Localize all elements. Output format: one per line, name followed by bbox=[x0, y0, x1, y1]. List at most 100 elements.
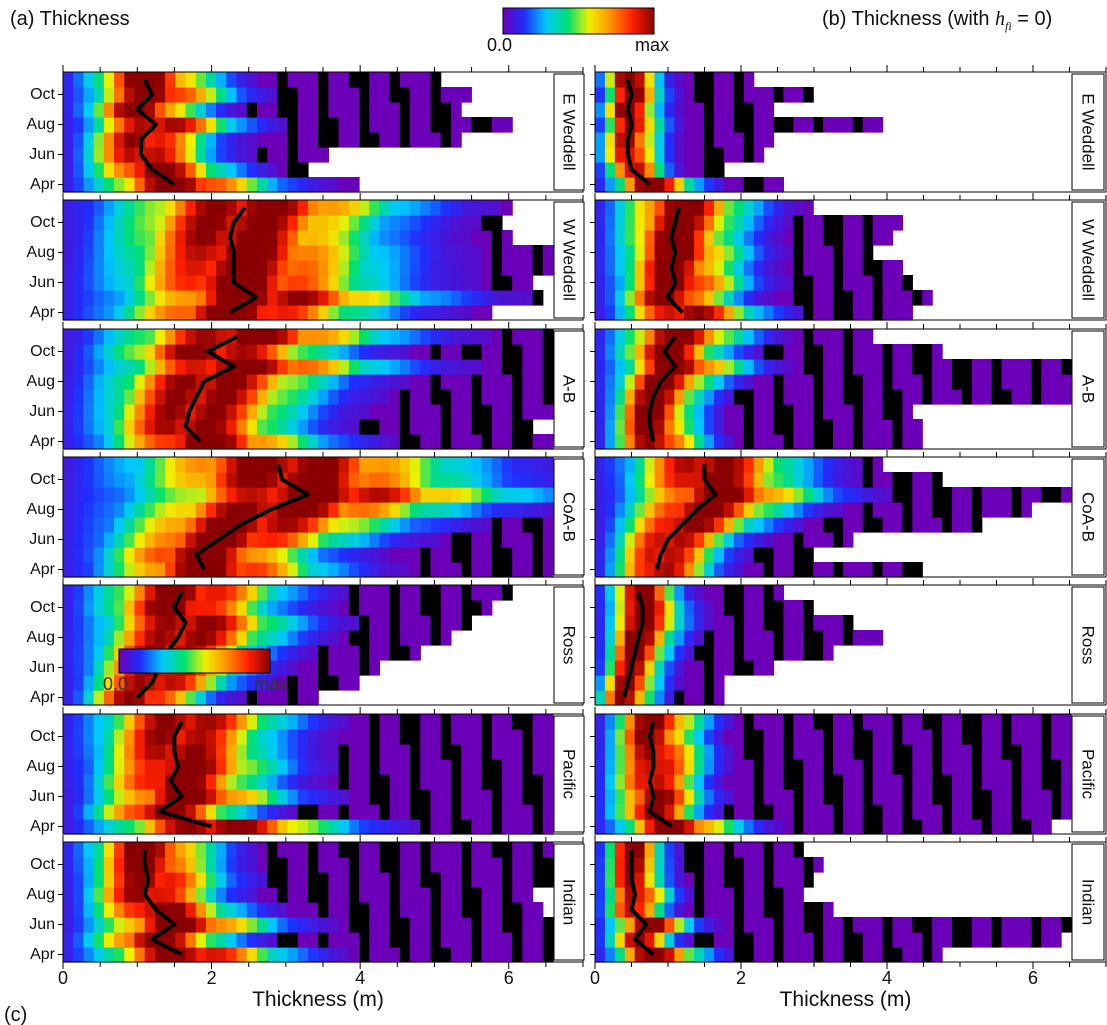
heatmap-cell bbox=[763, 872, 775, 888]
heatmap-cell bbox=[348, 472, 360, 488]
heatmap-cell bbox=[604, 72, 616, 88]
heatmap-cell bbox=[644, 200, 656, 216]
heatmap-cell bbox=[694, 547, 705, 563]
heatmap-cell bbox=[604, 547, 616, 563]
heatmap-cell bbox=[723, 947, 735, 963]
heatmap-cell bbox=[595, 630, 606, 646]
heatmap-cell bbox=[674, 457, 685, 473]
heatmap-cell bbox=[595, 290, 606, 306]
heatmap-cell bbox=[175, 434, 187, 450]
heatmap-cell bbox=[359, 630, 370, 646]
heatmap-cell bbox=[644, 887, 656, 903]
heatmap-cell bbox=[297, 744, 309, 760]
heatmap-cell bbox=[124, 434, 136, 450]
heatmap-cell bbox=[267, 245, 278, 261]
heatmap-cell bbox=[256, 517, 268, 533]
heatmap-cell bbox=[389, 245, 401, 261]
heatmap-cell bbox=[338, 72, 350, 88]
heatmap-cell bbox=[226, 774, 238, 790]
heatmap-cell bbox=[664, 275, 675, 291]
heatmap-cell bbox=[882, 260, 894, 276]
heatmap-cell bbox=[694, 615, 705, 631]
heatmap-cell bbox=[481, 804, 493, 820]
heatmap-cell bbox=[154, 290, 166, 306]
heatmap-cell bbox=[297, 329, 309, 345]
heatmap-cell bbox=[287, 72, 299, 88]
heatmap-cell bbox=[872, 260, 884, 276]
heatmap-cell bbox=[604, 947, 616, 963]
heatmap-cell bbox=[763, 819, 775, 835]
heatmap-cell bbox=[93, 344, 105, 360]
heatmap-cell bbox=[83, 87, 95, 103]
heatmap-cell bbox=[833, 819, 844, 835]
heatmap-cell bbox=[803, 947, 814, 963]
heatmap-cell bbox=[852, 117, 864, 133]
heatmap-cell bbox=[267, 215, 278, 231]
heatmap-cell bbox=[704, 419, 715, 435]
heatmap-cell bbox=[614, 457, 626, 473]
heatmap-cell bbox=[952, 917, 963, 933]
heatmap-cell bbox=[93, 102, 105, 118]
heatmap-cell bbox=[297, 630, 309, 646]
heatmap-cell bbox=[399, 932, 411, 948]
heatmap-cell bbox=[318, 344, 330, 360]
heatmap-cell bbox=[328, 842, 340, 858]
heatmap-cell bbox=[491, 434, 503, 450]
heatmap-cell bbox=[684, 562, 695, 578]
heatmap-cell bbox=[743, 600, 755, 616]
heatmap-cell bbox=[267, 472, 278, 488]
heatmap-cell bbox=[634, 932, 646, 948]
heatmap-cell bbox=[297, 932, 309, 948]
heatmap-cell bbox=[63, 517, 74, 533]
y-tick-label: Aug bbox=[27, 758, 55, 775]
heatmap-cell bbox=[348, 947, 360, 963]
heatmap-cell bbox=[922, 759, 933, 775]
heatmap-cell bbox=[532, 260, 544, 276]
heatmap-cell bbox=[318, 714, 330, 730]
heatmap-cell bbox=[753, 200, 765, 216]
heatmap-cell bbox=[359, 87, 370, 103]
heatmap-cell bbox=[542, 759, 554, 775]
heatmap-cell bbox=[195, 404, 207, 420]
heatmap-cell bbox=[862, 305, 874, 321]
heatmap-cell bbox=[440, 872, 452, 888]
heatmap-cell bbox=[205, 517, 217, 533]
heatmap-cell bbox=[114, 902, 125, 918]
heatmap-cell bbox=[674, 72, 685, 88]
heatmap-cell bbox=[348, 117, 360, 133]
heatmap-cell bbox=[83, 774, 95, 790]
heatmap-cell bbox=[882, 290, 894, 306]
heatmap-cell bbox=[93, 675, 105, 691]
heatmap-cell bbox=[236, 932, 248, 948]
heatmap-cell bbox=[83, 917, 95, 933]
heatmap-cell bbox=[216, 389, 227, 405]
heatmap-cell bbox=[195, 102, 207, 118]
heatmap-cell bbox=[803, 305, 814, 321]
heatmap-cell bbox=[420, 714, 432, 730]
heatmap-cell bbox=[256, 102, 268, 118]
inset-colorbar-min-label: 0.0 bbox=[103, 674, 129, 694]
heatmap-cell bbox=[624, 290, 636, 306]
heatmap-cell bbox=[328, 819, 340, 835]
heatmap-cell bbox=[872, 819, 884, 835]
heatmap-cell bbox=[73, 615, 85, 631]
heatmap-cell bbox=[277, 857, 289, 873]
heatmap-cell bbox=[743, 245, 755, 261]
region-label: A-B bbox=[560, 375, 579, 403]
heatmap-cell bbox=[595, 245, 606, 261]
y-tick-label: Aug bbox=[27, 373, 55, 390]
heatmap-cell bbox=[763, 857, 775, 873]
heatmap-cell bbox=[114, 502, 125, 518]
heatmap-cell bbox=[348, 359, 360, 375]
heatmap-cell bbox=[501, 389, 513, 405]
heatmap-cell bbox=[267, 132, 278, 148]
heatmap-cell bbox=[522, 245, 534, 261]
heatmap-cell bbox=[389, 630, 401, 646]
heatmap-cell bbox=[430, 404, 442, 420]
heatmap-cell bbox=[308, 102, 319, 118]
heatmap-cell bbox=[287, 729, 299, 745]
heatmap-cell bbox=[793, 87, 804, 103]
heatmap-cell bbox=[328, 517, 340, 533]
heatmap-cell bbox=[236, 419, 248, 435]
heatmap-cell bbox=[93, 329, 105, 345]
